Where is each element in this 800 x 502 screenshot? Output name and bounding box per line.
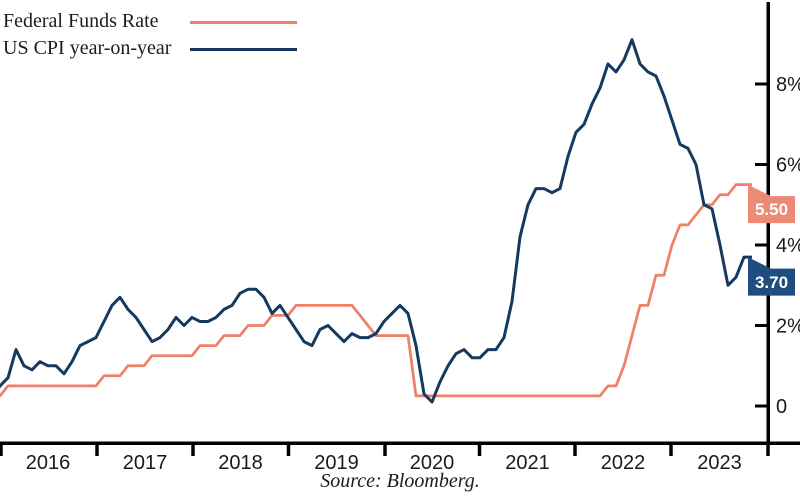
legend-swatch-fed-funds	[190, 21, 297, 24]
legend-label-fed-funds: Federal Funds Rate	[3, 10, 159, 32]
x-year-label: 2019	[314, 452, 359, 474]
x-tick	[477, 445, 482, 456]
source-credit: Source: Bloomberg.	[320, 470, 480, 492]
x-tick	[191, 445, 195, 456]
x-year-label: 2018	[218, 452, 263, 474]
y-tick	[755, 324, 768, 327]
x-year-label: 2023	[697, 452, 742, 474]
cpi-end-value-flag-label: 3.70	[754, 272, 789, 292]
x-year-label: 2020	[410, 452, 455, 474]
x-year-label: 2021	[505, 452, 550, 474]
x-tick	[669, 445, 673, 456]
x-year-label: 2016	[26, 452, 71, 474]
y-tick	[755, 243, 768, 247]
y-tick-label: 4%	[776, 235, 800, 257]
y-tick-label: 2%	[776, 316, 800, 338]
fed-funds-end-value-flag-label: 5.50	[754, 200, 789, 220]
x-tick	[95, 445, 99, 456]
x-tick	[573, 445, 577, 456]
cpi-end-flag	[748, 257, 795, 296]
x-tick	[286, 445, 291, 456]
x-axis-line	[0, 441, 800, 445]
x-year-label: 2017	[123, 452, 168, 474]
y-tick-label: 8%	[776, 74, 800, 96]
y-tick	[755, 404, 768, 408]
y-tick	[755, 163, 768, 166]
y-tick-label: 6%	[776, 155, 800, 177]
fed-funds-line	[0, 183, 752, 398]
x-tick	[766, 445, 770, 456]
cpi-line	[0, 38, 752, 404]
y-tick	[755, 82, 768, 86]
legend-swatch-cpi	[190, 48, 297, 51]
x-tick	[0, 445, 3, 456]
y-tick-label: 0	[776, 396, 787, 418]
x-year-label: 2022	[601, 452, 646, 474]
x-tick	[383, 445, 387, 456]
legend-label-cpi: US CPI year-on-year	[3, 37, 172, 59]
y-axis-line	[766, 2, 770, 445]
fed-funds-end-flag	[748, 184, 795, 224]
